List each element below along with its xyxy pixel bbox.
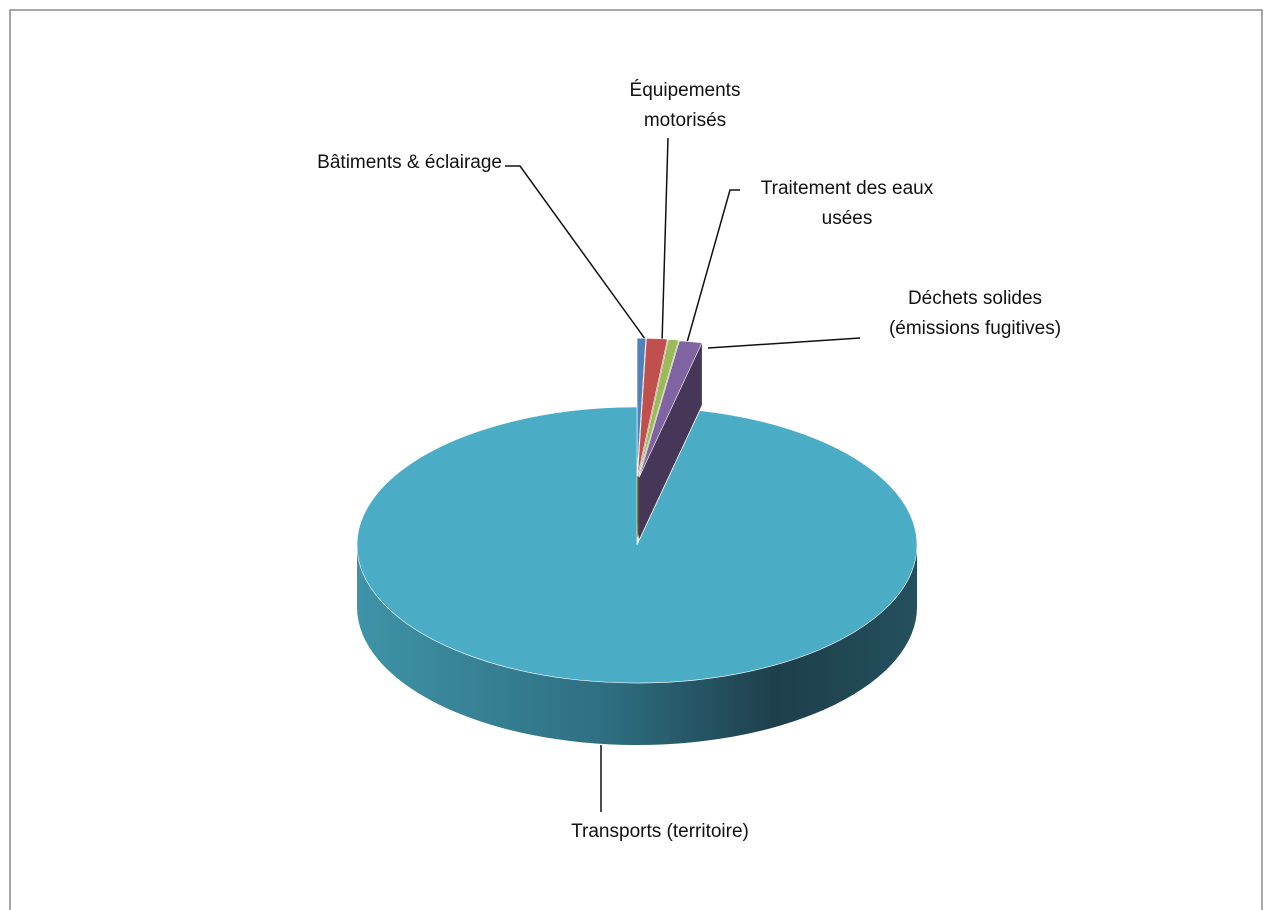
leader-lines <box>505 137 861 812</box>
slice-edge <box>639 342 702 540</box>
slice-top <box>638 340 703 478</box>
leader-line <box>707 337 861 349</box>
slice-label: Transports (territoire) <box>571 821 749 842</box>
leader-line <box>661 137 669 344</box>
pie <box>356 337 918 745</box>
slice-top <box>636 337 647 477</box>
slice-top <box>638 339 680 477</box>
slice-top <box>637 338 668 477</box>
slice-top <box>356 406 918 684</box>
slice-label: Bâtiments & éclairage <box>317 152 502 173</box>
slice-label: Traitement des eaux usées <box>760 178 934 229</box>
chart-frame <box>9 9 1263 910</box>
leader-line <box>505 165 649 344</box>
slice-label: Équipements motorisés <box>629 80 741 131</box>
slice-side <box>357 545 917 745</box>
slice-label: Déchets solides (émissions fugitives) <box>888 288 1062 339</box>
leader-line <box>685 189 740 347</box>
